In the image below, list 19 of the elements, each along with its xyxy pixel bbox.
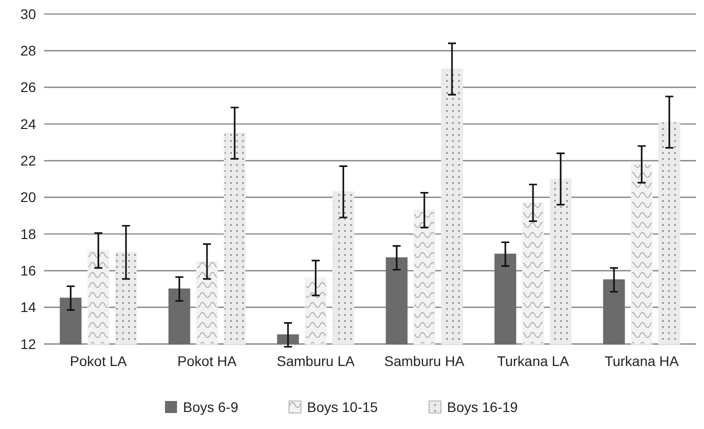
- y-tick-label: 26: [20, 79, 36, 96]
- legend-label: Boys 16-19: [447, 398, 518, 415]
- x-tick-label: Pokot LA: [70, 353, 128, 369]
- y-tick-label: 14: [20, 299, 36, 316]
- x-tick-label: Turkana LA: [497, 353, 570, 369]
- y-tick-label: 24: [20, 116, 36, 132]
- y-tick-label: 30: [20, 6, 36, 22]
- x-tick-label: Pokot HA: [177, 353, 238, 369]
- y-tick-label: 20: [20, 189, 36, 206]
- x-tick-label: Turkana HA: [604, 353, 680, 369]
- legend-label: Boys 10-15: [307, 398, 378, 415]
- legend-label: Boys 6-9: [183, 398, 238, 415]
- y-tick-label: 16: [20, 262, 36, 279]
- y-tick-label: 12: [20, 336, 36, 352]
- x-tick-label: Samburu LA: [276, 353, 356, 369]
- y-tick-label: 18: [20, 226, 36, 242]
- y-tick-label: 22: [20, 152, 36, 169]
- x-tick-label: Samburu HA: [384, 353, 466, 369]
- y-tick-label: 28: [20, 42, 36, 59]
